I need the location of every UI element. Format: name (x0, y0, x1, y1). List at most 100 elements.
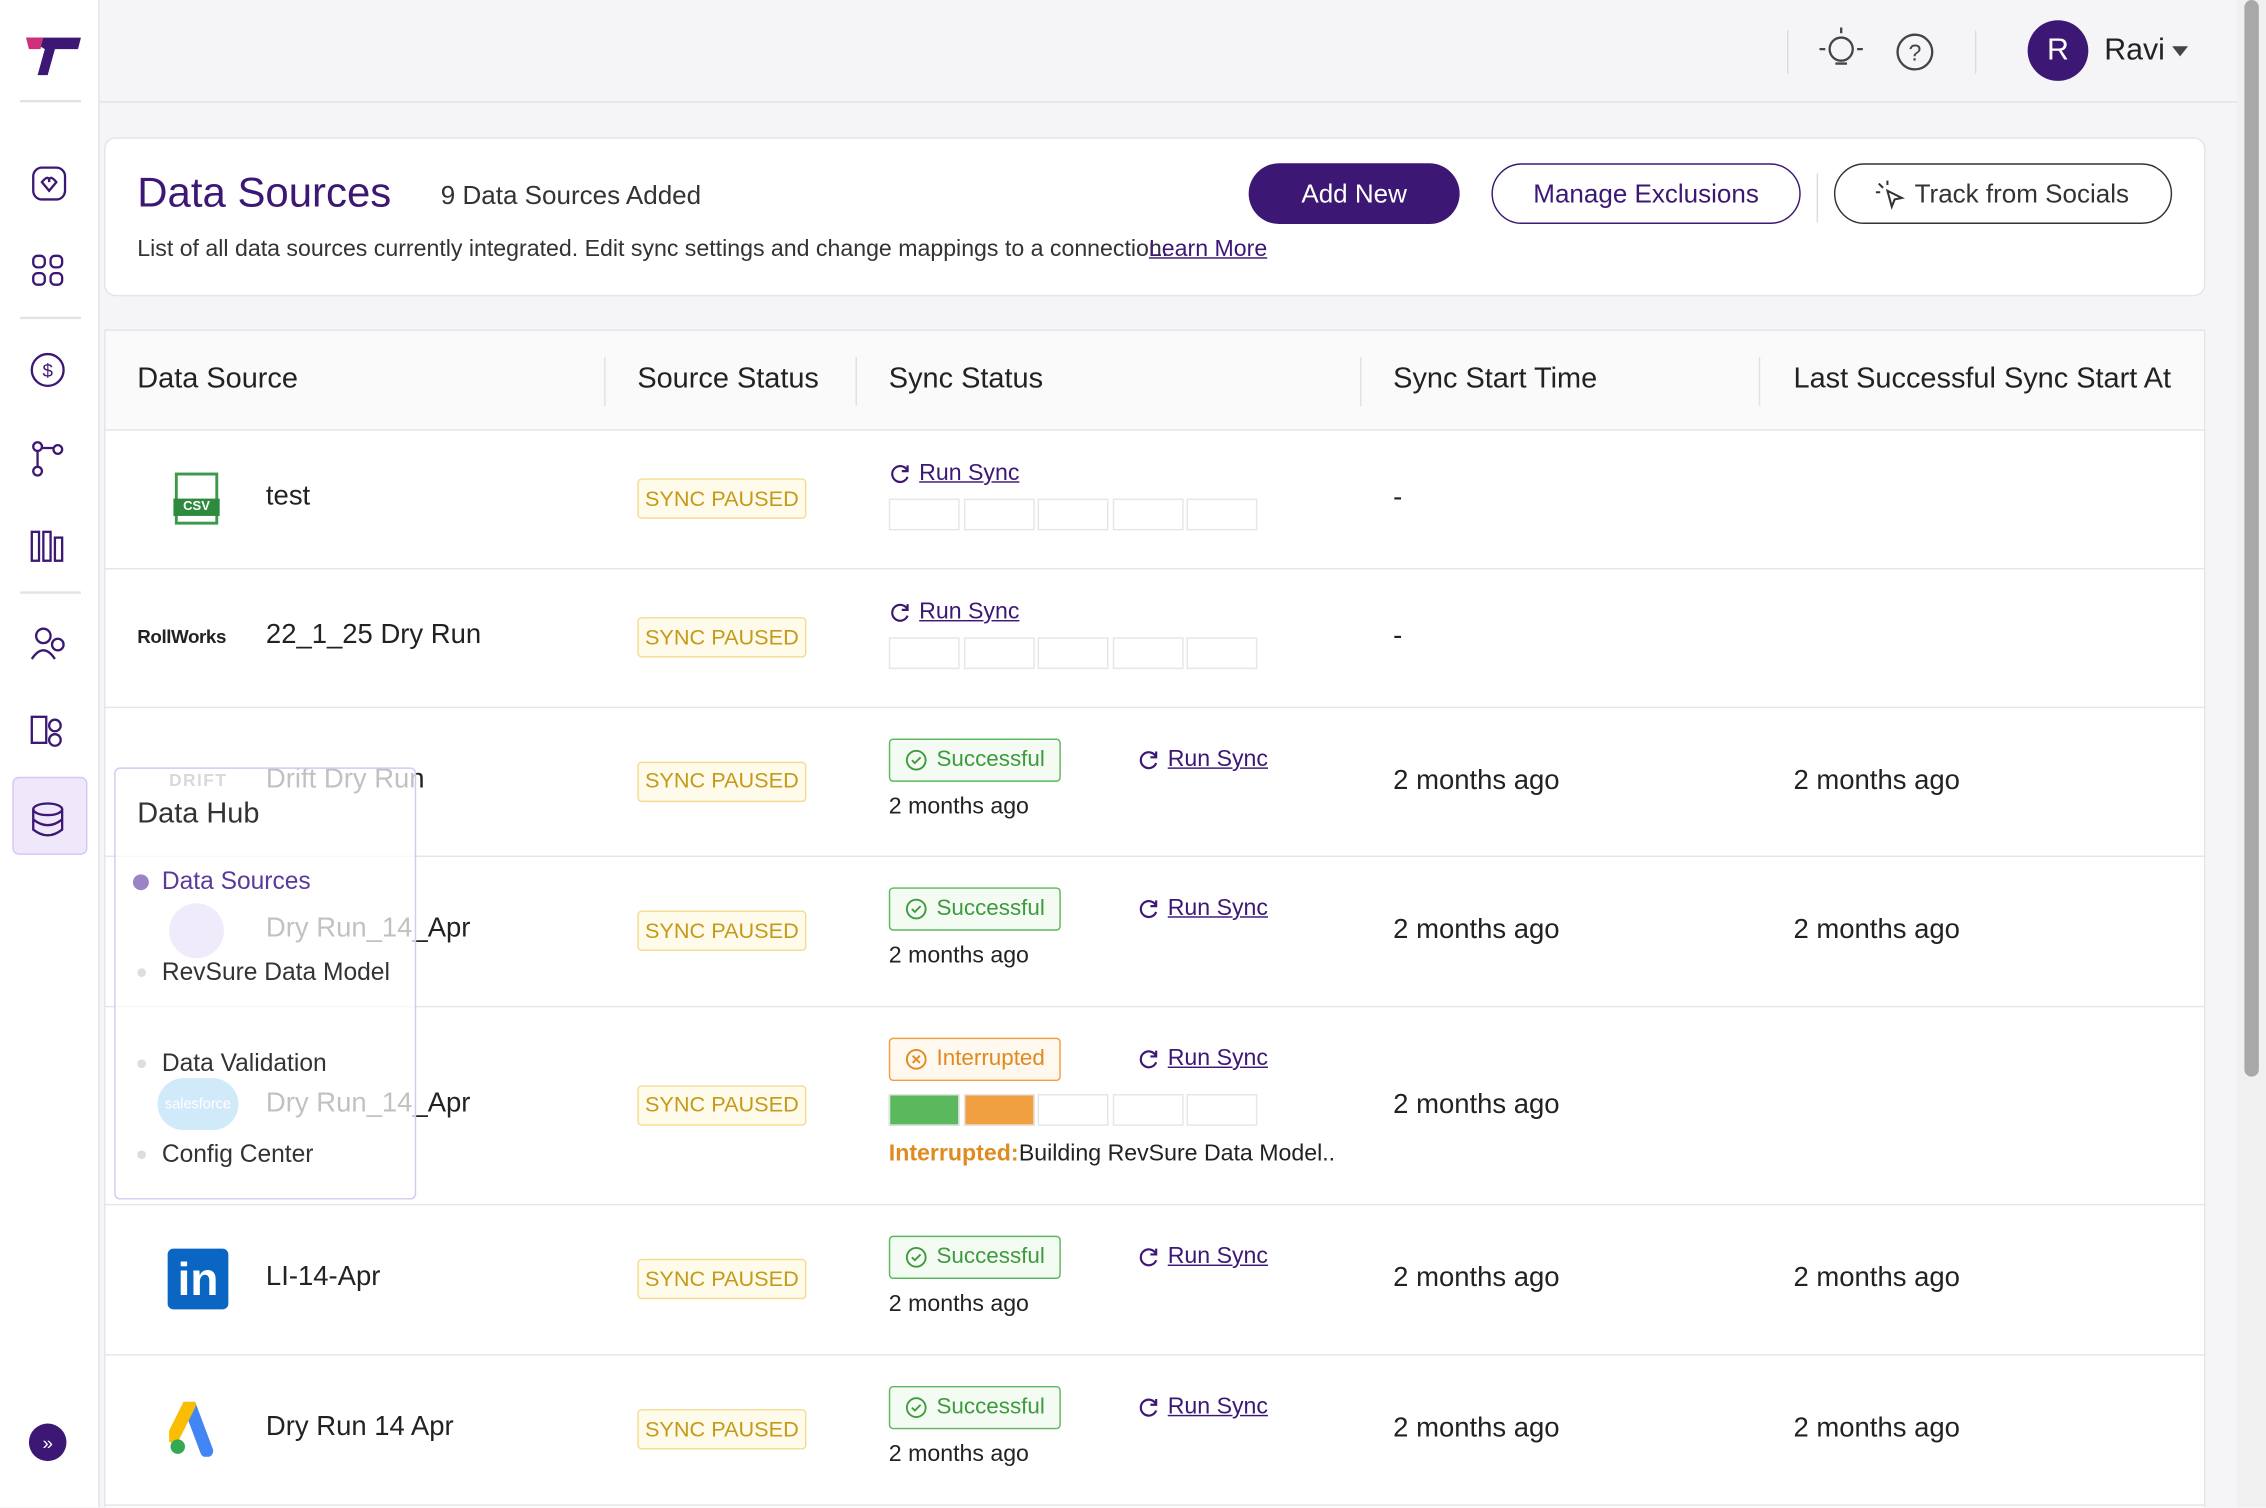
status-icon (905, 1048, 927, 1070)
source-name: Dry Run 14 Apr (265, 1411, 454, 1443)
logo (26, 37, 81, 76)
menu-bullet (137, 968, 146, 977)
run-sync-link[interactable]: Run Sync (1137, 747, 1268, 773)
page-title: Data Sources (137, 170, 392, 217)
last-sync: 2 months ago (1793, 1263, 1960, 1294)
sync-start: 2 months ago (1393, 914, 1560, 946)
column-separator (855, 356, 858, 407)
db-icon-body (32, 809, 64, 837)
progress-segment (1037, 1094, 1109, 1126)
run-sync-text[interactable]: Run Sync (919, 461, 1020, 486)
manage-exclusions-button[interactable]: Manage Exclusions (1491, 163, 1801, 225)
menu-bullet (137, 1059, 146, 1069)
user-caret (2172, 46, 2189, 57)
topbar-icons: ? (1786, 27, 1977, 74)
sync-badge: Successful (888, 738, 1061, 782)
divider (1816, 173, 1819, 223)
sync-icon (891, 603, 909, 622)
column-header: Source Status (637, 362, 819, 395)
sync-start: 2 months ago (1393, 765, 1560, 796)
cursor-icon (1875, 180, 1905, 210)
sync-start: - (1393, 482, 1403, 514)
table-row: CSV test SYNC PAUSED Run Sync - (105, 429, 2204, 570)
column-separator (1359, 356, 1362, 407)
progress-segment (1112, 1094, 1183, 1126)
status-badge: SYNC PAUSED (637, 760, 807, 802)
run-sync-text[interactable]: Run Sync (1167, 896, 1268, 921)
table-row: Dry Run 14 Apr SYNC PAUSED Successful Run S… (105, 1354, 2204, 1506)
sync-icon (1139, 900, 1158, 919)
run-sync-link[interactable]: Run Sync (1137, 1395, 1268, 1421)
progress-segment (1186, 637, 1258, 670)
menu-item[interactable]: Data Sources (161, 867, 311, 895)
menu-bullet (132, 874, 149, 891)
run-sync-text[interactable]: Run Sync (1167, 747, 1268, 772)
sync-start: 2 months ago (1393, 1263, 1560, 1294)
progress-segment (1112, 498, 1183, 531)
run-sync-text[interactable]: Run Sync (919, 599, 1020, 625)
status-icon (905, 1246, 927, 1268)
sync-icon (1139, 1050, 1158, 1069)
sync-icon (1139, 1248, 1158, 1267)
sync-icon (1139, 1398, 1158, 1417)
run-sync-link[interactable]: Run Sync (889, 461, 1020, 487)
csv-text: CSV (173, 498, 220, 516)
rollworks-logo: RollWorks (137, 625, 226, 648)
avatar[interactable]: R (2027, 20, 2089, 81)
scroll-thumb[interactable] (2244, 0, 2259, 1077)
run-sync-link[interactable]: Run Sync (1137, 1046, 1268, 1072)
menu-item[interactable]: RevSure Data Model (161, 958, 390, 986)
sidebar-icons: $ » (12, 37, 88, 1462)
progress-segment (963, 498, 1035, 531)
table-header (105, 330, 2204, 431)
message-label: Interrupted: (888, 1141, 1019, 1167)
menu-item[interactable]: Data Validation (161, 1049, 327, 1077)
menu-title: Data Hub (137, 797, 260, 830)
progress-segment (1186, 1094, 1258, 1126)
expand-button[interactable] (28, 1423, 67, 1462)
run-sync-link[interactable]: Run Sync (1137, 896, 1268, 922)
run-sync-text[interactable]: Run Sync (1167, 1046, 1268, 1071)
status-badge: SYNC PAUSED (637, 910, 807, 951)
progress-segment (888, 637, 960, 670)
progress-segment (963, 637, 1035, 670)
progress-segment (888, 1094, 960, 1126)
sync-time: 2 months ago (888, 1442, 1029, 1467)
expand-icon: » (42, 1433, 52, 1454)
sync-badge: Successful (888, 1235, 1061, 1280)
column-header: Last Successful Sync Start At (1793, 362, 2172, 395)
status-badge: SYNC PAUSED (637, 1409, 807, 1450)
track-socials-button[interactable]: Track from Socials (1833, 163, 2173, 225)
message: Building RevSure Data Model.. (1018, 1141, 1336, 1167)
learn-more[interactable]: Learn More (1148, 237, 1268, 262)
data-table: Data Source Source Status Sync Status Sync … (104, 329, 2206, 1508)
add-new-button[interactable]: Add New (1248, 163, 1460, 225)
sync-start: 2 months ago (1393, 1413, 1560, 1444)
sync-badge: Interrupted (888, 1037, 1061, 1082)
user-name[interactable]: Ravi (2104, 33, 2165, 67)
status-badge: SYNC PAUSED (637, 1258, 807, 1300)
run-sync-link[interactable]: Run Sync (1137, 1244, 1268, 1270)
sync-status-text: Successful (936, 1394, 1045, 1420)
sync-status-text: Successful (936, 747, 1045, 772)
run-sync-link[interactable]: Run Sync (889, 599, 1020, 626)
sync-time: 2 months ago (888, 943, 1029, 969)
sync-status-text: Interrupted (936, 1046, 1045, 1071)
google-ads-logo (169, 1401, 214, 1457)
svg-text:$: $ (42, 360, 53, 381)
progress-segment (1037, 498, 1109, 531)
last-sync: 2 months ago (1793, 765, 1960, 796)
menu-item[interactable]: Config Center (161, 1140, 314, 1168)
scrollbar (2237, 0, 2266, 1508)
page-header: Data Sources 9 Data Sources Added List o… (104, 137, 2206, 297)
run-sync-text[interactable]: Run Sync (1167, 1244, 1268, 1269)
sync-start: 2 months ago (1393, 1088, 1560, 1120)
column-header: Sync Start Time (1393, 362, 1598, 395)
run-sync-text[interactable]: Run Sync (1167, 1394, 1268, 1420)
topbar: ? R Ravi (99, 0, 2238, 103)
sync-badge: Successful (888, 887, 1061, 931)
